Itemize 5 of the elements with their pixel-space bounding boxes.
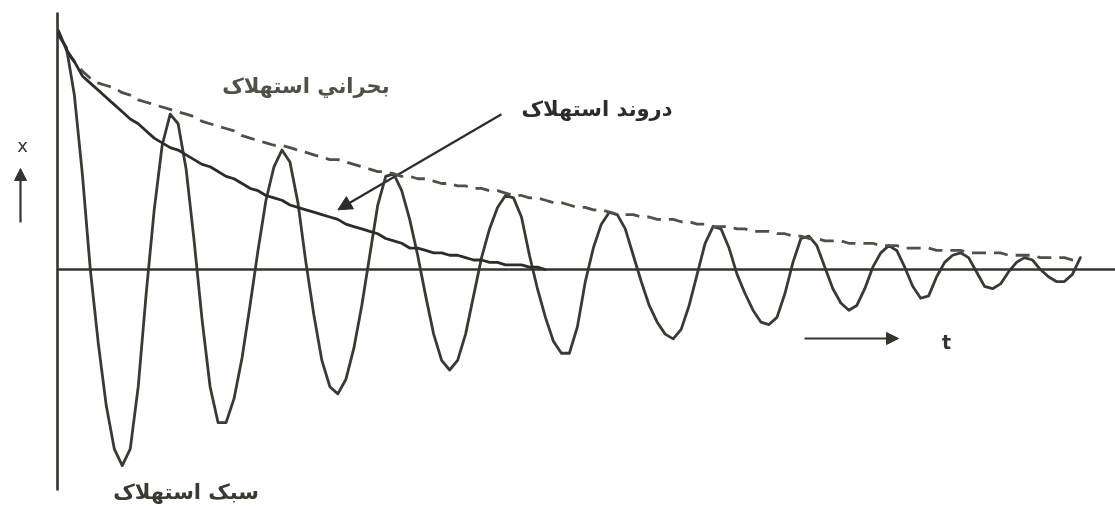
series-label: سبک استهلاک [113, 479, 260, 504]
x-axis-title: t [941, 330, 952, 353]
text: دروند استهلاک [521, 97, 673, 122]
y-axis-title: x [17, 135, 29, 156]
series-label: بحراني استهلاک [222, 73, 390, 98]
